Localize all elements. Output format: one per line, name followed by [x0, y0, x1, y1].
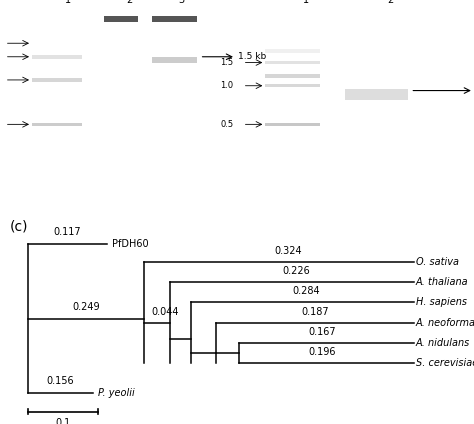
Text: P. yeolii: P. yeolii — [98, 388, 135, 399]
Text: 0.226: 0.226 — [283, 266, 310, 276]
Text: 0.249: 0.249 — [72, 301, 100, 312]
Text: 1: 1 — [303, 0, 309, 5]
Text: A. nidulans: A. nidulans — [416, 338, 470, 348]
Text: 0.044: 0.044 — [151, 307, 179, 317]
Text: 0.167: 0.167 — [308, 327, 336, 337]
Text: 0.284: 0.284 — [293, 286, 320, 296]
Text: 3: 3 — [178, 0, 184, 5]
Text: 0.196: 0.196 — [308, 347, 336, 357]
Text: 0.324: 0.324 — [274, 246, 302, 256]
Bar — [265, 123, 319, 126]
Text: 1.5: 1.5 — [220, 58, 234, 67]
Text: 0.1: 0.1 — [55, 418, 71, 424]
Bar — [265, 74, 319, 78]
Text: A. neoformans: A. neoformans — [416, 318, 474, 328]
Text: PfDH60: PfDH60 — [111, 239, 148, 249]
Text: A. thaliana: A. thaliana — [416, 277, 468, 287]
Text: 0.5: 0.5 — [220, 120, 234, 129]
Text: 2: 2 — [387, 0, 393, 5]
Bar — [152, 56, 197, 63]
Bar — [32, 123, 82, 126]
Bar — [265, 61, 319, 64]
Text: 1.0: 1.0 — [220, 81, 234, 90]
Bar — [32, 14, 82, 24]
Text: 0.156: 0.156 — [46, 377, 74, 386]
Bar — [104, 16, 138, 22]
Text: 1: 1 — [65, 0, 71, 5]
Text: H. sapiens: H. sapiens — [416, 297, 467, 307]
Bar — [152, 16, 197, 22]
Bar — [345, 89, 408, 100]
Text: 0.187: 0.187 — [301, 307, 328, 317]
Bar — [265, 84, 319, 87]
Bar — [32, 78, 82, 82]
Bar — [32, 55, 82, 59]
Text: (c): (c) — [9, 220, 28, 234]
Text: 0.117: 0.117 — [54, 227, 81, 237]
Bar — [32, 41, 82, 46]
Text: 2: 2 — [126, 0, 133, 5]
Text: S. cerevisiae: S. cerevisiae — [416, 358, 474, 368]
Text: O. sativa: O. sativa — [416, 257, 459, 267]
Text: 1.5 kb: 1.5 kb — [238, 52, 266, 61]
Bar — [265, 49, 319, 53]
Bar — [265, 33, 319, 39]
